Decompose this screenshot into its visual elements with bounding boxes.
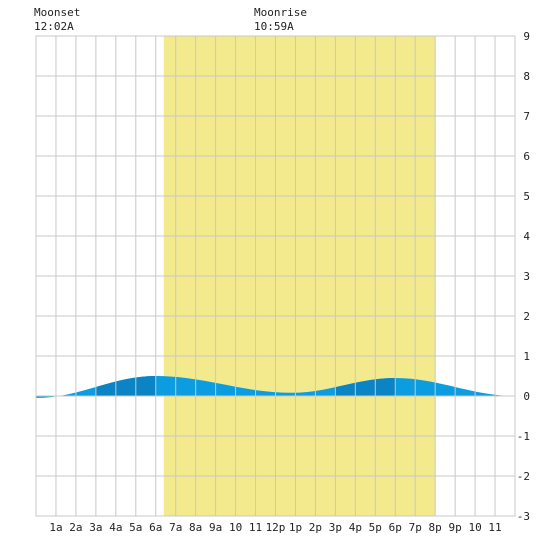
x-tick-label: 2a <box>69 521 82 534</box>
y-axis-ticks: -3 -2 -1 0 1 2 3 4 5 6 7 8 9 <box>517 30 531 523</box>
x-tick-label: 5p <box>369 521 382 534</box>
tide-dark-band-2 <box>335 378 396 396</box>
x-tick-label: 12p <box>266 521 286 534</box>
grid-lines <box>35 35 516 517</box>
y-tick-label: 0 <box>523 390 530 403</box>
y-tick-label: -3 <box>517 510 530 523</box>
x-tick-label: 2p <box>309 521 322 534</box>
y-tick-label: 4 <box>523 230 530 243</box>
plot-border <box>35 35 516 517</box>
moonrise-time: 10:59A <box>254 20 294 33</box>
y-tick-label: 6 <box>523 150 530 163</box>
x-tick-label: 5a <box>129 521 142 534</box>
x-tick-label: 11 <box>249 521 262 534</box>
y-tick-label: 9 <box>523 30 530 43</box>
x-tick-label: 6a <box>149 521 162 534</box>
x-tick-label: 1a <box>49 521 62 534</box>
x-tick-label: 4a <box>109 521 122 534</box>
y-tick-label: 8 <box>523 70 530 83</box>
x-tick-label: 3p <box>329 521 342 534</box>
x-tick-label: 4p <box>349 521 362 534</box>
y-tick-label: -2 <box>517 470 530 483</box>
tide-dark-band-1 <box>95 376 156 396</box>
y-tick-label: 5 <box>523 190 530 203</box>
moonrise-label: Moonrise <box>254 6 307 19</box>
x-tick-label: 10 <box>468 521 481 534</box>
x-tick-label: 1p <box>289 521 302 534</box>
x-tick-label: 8a <box>189 521 202 534</box>
moonset-label: Moonset <box>34 6 80 19</box>
x-tick-label: 9a <box>209 521 222 534</box>
x-tick-label: 10 <box>229 521 242 534</box>
x-tick-label: 3a <box>89 521 102 534</box>
moonset-time: 12:02A <box>34 20 74 33</box>
y-tick-label: -1 <box>517 430 530 443</box>
y-tick-label: 2 <box>523 310 530 323</box>
x-tick-label: 8p <box>429 521 442 534</box>
y-tick-label: 3 <box>523 270 530 283</box>
x-tick-label: 6p <box>389 521 402 534</box>
y-tick-label: 1 <box>523 350 530 363</box>
x-tick-label: 11 <box>488 521 501 534</box>
x-tick-label: 7p <box>409 521 422 534</box>
x-tick-label: 7a <box>169 521 182 534</box>
x-tick-label: 9p <box>449 521 462 534</box>
y-tick-label: 7 <box>523 110 530 123</box>
x-axis-ticks: 1a 2a 3a 4a 5a 6a 7a 8a 9a 10 11 12p 1p 2p 3p 4p 5p 6p 7p 8… <box>49 521 501 534</box>
